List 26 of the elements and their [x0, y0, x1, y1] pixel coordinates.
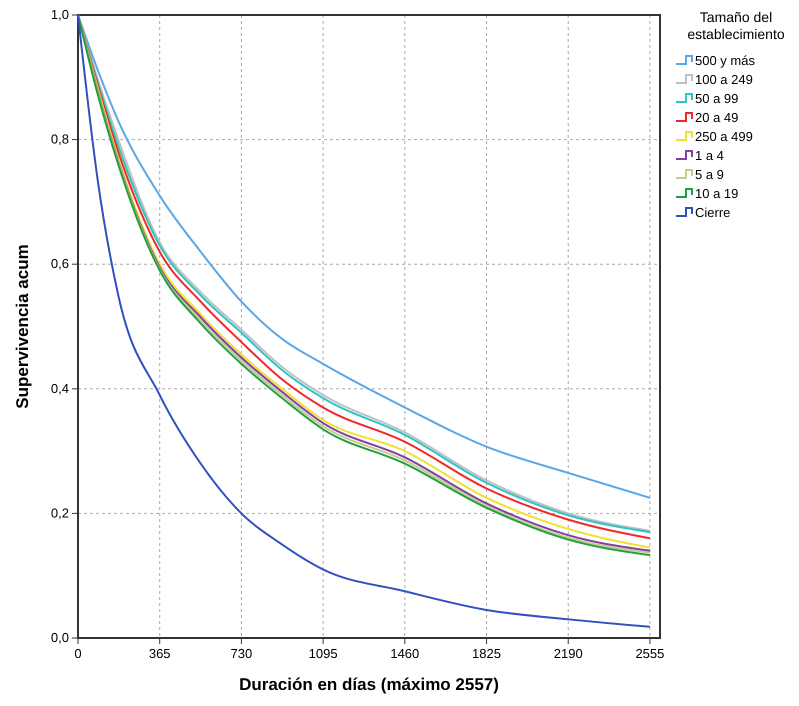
- y-tick-label: 0,4: [50, 380, 69, 396]
- legend-label: 10 a 19: [695, 186, 738, 201]
- x-tick-label: 1460: [390, 646, 420, 661]
- y-tick-label: 0,0: [50, 630, 69, 645]
- y-tick-label: 0,2: [50, 505, 69, 520]
- legend-label: 50 a 99: [695, 91, 738, 106]
- x-axis-title: Duración en días (máximo 2557): [239, 675, 499, 694]
- x-tick-label: 0: [74, 646, 82, 661]
- x-tick-label: 365: [148, 646, 171, 661]
- y-tick-label: 1,0: [50, 7, 69, 22]
- legend-label: 1 a 4: [695, 148, 724, 163]
- x-tick-label: 2555: [635, 646, 664, 661]
- legend-label: 5 a 9: [695, 167, 724, 182]
- x-tick-label: 1095: [308, 646, 338, 661]
- y-tick-label: 0,8: [50, 132, 69, 147]
- legend-label: 500 y más: [695, 53, 756, 68]
- y-tick-label: 0,6: [50, 256, 69, 272]
- legend-label: 100 a 249: [695, 72, 753, 87]
- legend-title: Tamaño del establecimiento: [687, 9, 785, 42]
- x-tick-label: 1825: [472, 646, 501, 661]
- legend-label: 250 a 499: [695, 129, 753, 144]
- legend-label: Cierre: [695, 205, 730, 220]
- x-tick-label: 2190: [554, 646, 583, 661]
- legend-label: 20 a 49: [695, 110, 738, 125]
- y-axis-title: Supervivencia acum: [13, 244, 32, 409]
- x-tick-label: 730: [230, 646, 252, 661]
